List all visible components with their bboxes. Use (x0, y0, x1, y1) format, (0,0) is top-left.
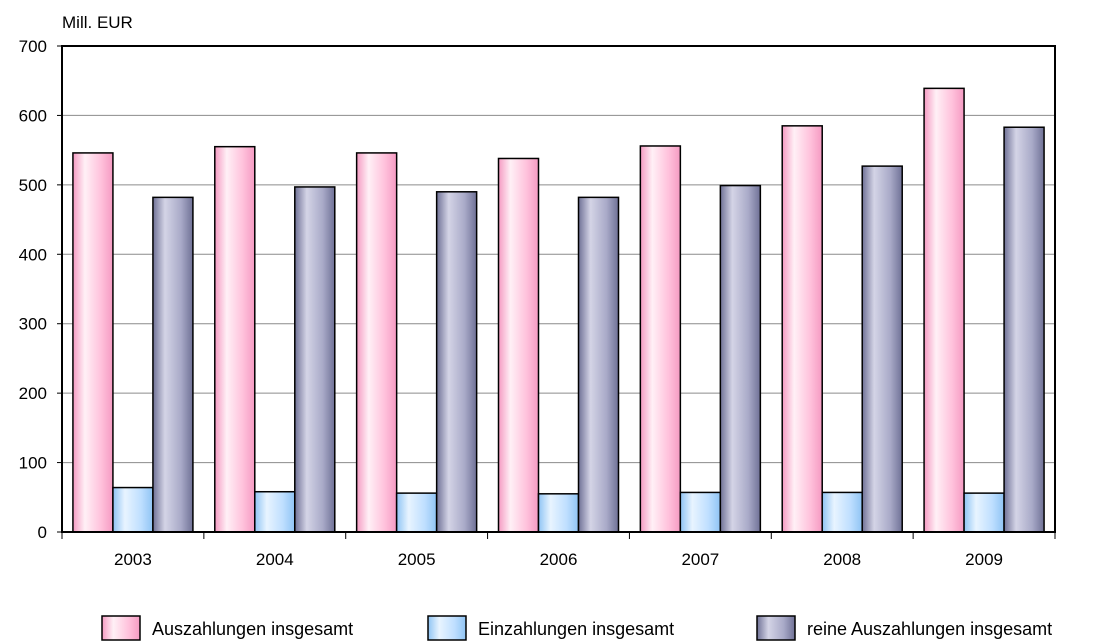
bar-2005-series-3 (435, 191, 478, 533)
bar-2005-series-1 (355, 152, 398, 533)
bar-2009-series-1 (923, 87, 965, 533)
legend-swatch-3 (756, 615, 796, 641)
y-axis-tick-labels: 0 100 200 300 400 500 600 700 (19, 37, 62, 542)
bar-2007-series-1 (639, 145, 682, 533)
x-tick-label-2006: 2006 (540, 550, 578, 569)
bar-2006-series-3 (577, 196, 620, 533)
x-tick-label-2009: 2009 (965, 550, 1003, 569)
legend-item-1: Auszahlungen insgesamt (101, 615, 353, 641)
bar-2005-series-2 (395, 492, 438, 533)
y-tick-label-600: 600 (19, 106, 47, 125)
legend-item-2: Einzahlungen insgesamt (427, 615, 674, 641)
bar-2003-series-2 (112, 486, 154, 533)
bar-2006-series-2 (537, 493, 580, 533)
x-tick-label-2004: 2004 (256, 550, 294, 569)
plot-area-frame (61, 45, 1056, 533)
legend-label-2: Einzahlungen insgesamt (478, 619, 674, 639)
bar-2003-series-1 (72, 152, 114, 533)
legend-item-3: reine Auszahlungen insgesamt (756, 615, 1052, 641)
x-tick-label-2003: 2003 (114, 550, 152, 569)
bar-2008-series-1 (781, 125, 823, 533)
x-tick-label-2008: 2008 (823, 550, 861, 569)
y-axis-unit-label: Mill. EUR (62, 13, 133, 32)
y-tick-label-100: 100 (19, 454, 47, 473)
bar-2008-series-2 (821, 491, 863, 533)
x-tick-label-2007: 2007 (681, 550, 719, 569)
x-tick-label-2005: 2005 (398, 550, 436, 569)
legend-label-1: Auszahlungen insgesamt (152, 619, 353, 639)
x-axis-ticks (61, 532, 1056, 539)
bar-2003-series-3 (152, 196, 194, 533)
legend-label-3: reine Auszahlungen insgesamt (807, 619, 1052, 639)
x-axis-tick-labels: 2003 2004 2005 2006 2007 2008 2009 (114, 550, 1003, 569)
bar-2009-series-3 (1003, 126, 1045, 533)
bar-2004-series-3 (294, 186, 336, 533)
bar-group (72, 87, 1045, 533)
bar-2006-series-1 (497, 157, 540, 533)
gridlines (62, 114, 1055, 464)
bar-2007-series-2 (679, 491, 722, 533)
y-tick-label-300: 300 (19, 315, 47, 334)
bar-2008-series-3 (861, 165, 903, 533)
y-tick-label-700: 700 (19, 37, 47, 56)
legend: Auszahlungen insgesamt Einzahlungen insge… (101, 615, 1052, 641)
legend-swatch-2 (427, 615, 467, 641)
bar-2004-series-2 (254, 490, 296, 533)
y-tick-label-0: 0 (38, 523, 47, 542)
y-tick-label-400: 400 (19, 245, 47, 264)
y-tick-label-200: 200 (19, 384, 47, 403)
bar-2007-series-3 (719, 184, 762, 533)
bar-2004-series-1 (214, 145, 256, 533)
bar-2009-series-2 (963, 492, 1005, 533)
legend-swatch-1 (101, 615, 141, 641)
y-tick-label-500: 500 (19, 176, 47, 195)
